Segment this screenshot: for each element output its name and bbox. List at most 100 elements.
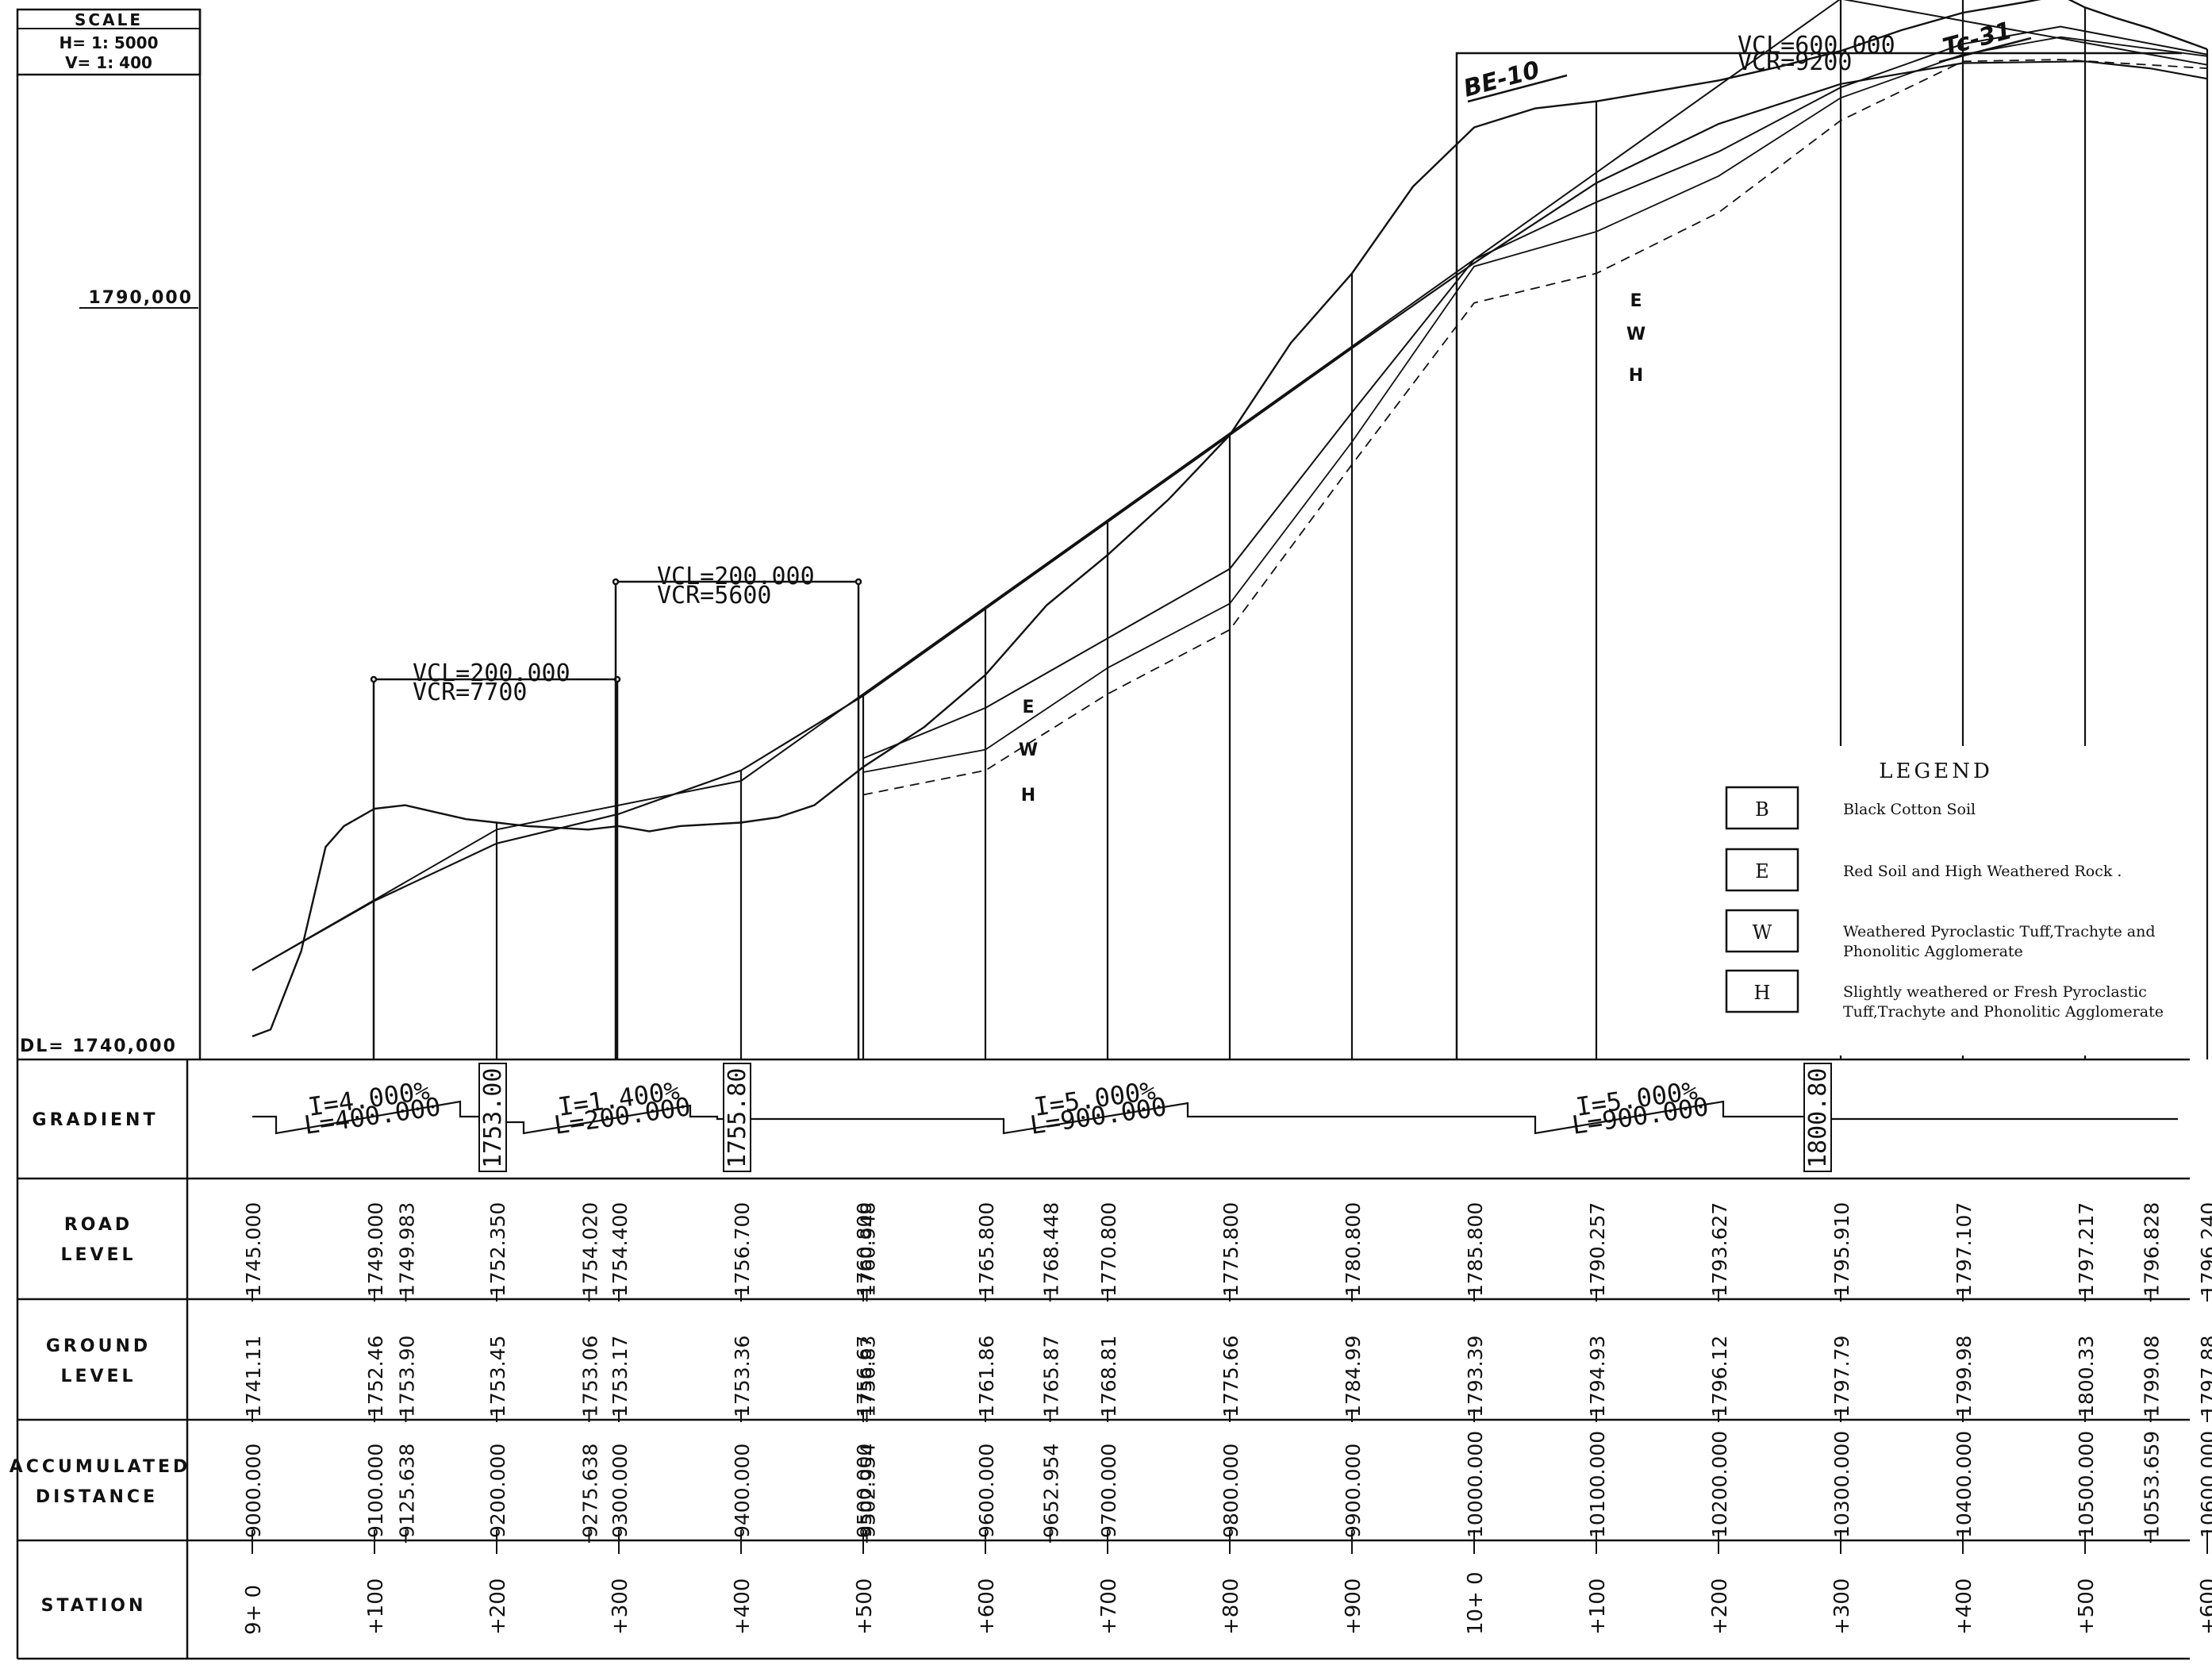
road-level-value: 1765.800 xyxy=(975,1202,998,1297)
layer-h-label-2: H xyxy=(1629,366,1643,386)
legend-text-e: Red Soil and High Weathered Rock . xyxy=(1843,863,2122,880)
road-level-value: 1790.257 xyxy=(1586,1202,1609,1297)
grade-tangent-line xyxy=(252,0,2208,971)
distance-value: 9125.638 xyxy=(396,1444,419,1538)
layer-w-label: W xyxy=(1019,740,1038,760)
distance-value: 10400.000 xyxy=(1953,1431,1976,1538)
distance-value: 9900.000 xyxy=(1342,1444,1365,1538)
ground-level-value: 1752.46 xyxy=(364,1336,387,1417)
station-value: 9+ 0 xyxy=(242,1585,266,1635)
road-level-value: 1780.800 xyxy=(1342,1202,1365,1297)
station-value: +300 xyxy=(609,1578,632,1635)
road-level-value: 1785.800 xyxy=(1464,1202,1487,1297)
station-value: +800 xyxy=(1219,1578,1243,1635)
curve-1-vcl: VCL=200.000 xyxy=(413,659,570,687)
station-value: +400 xyxy=(731,1578,755,1635)
ground-level-value: 1797.79 xyxy=(1830,1336,1853,1417)
pvi-3-elevation: 1800.80 xyxy=(1804,1068,1832,1168)
road-level-value: 1796.828 xyxy=(2141,1202,2164,1297)
distance-value: 9502.954 xyxy=(857,1444,880,1538)
legend-code-b: B xyxy=(1755,798,1769,821)
legend-code-w: W xyxy=(1753,921,1772,944)
station-row-label: STATION xyxy=(41,1596,147,1616)
legend-text-h: Slightly weathered or Fresh Pyroclastic xyxy=(1843,983,2147,1001)
layer-h-label: H xyxy=(1021,786,1035,806)
station-value: +700 xyxy=(1097,1578,1121,1635)
distance-value: 10100.000 xyxy=(1586,1431,1609,1538)
road-level-label-1: ROAD xyxy=(64,1215,132,1235)
distance-value: 9200.000 xyxy=(486,1444,509,1538)
road-level-value: 1749.000 xyxy=(364,1202,387,1297)
ground-level-value: 1761.86 xyxy=(975,1336,998,1417)
ground-level-value: 1753.06 xyxy=(579,1336,602,1417)
curve-1-vcr: VCR=7700 xyxy=(413,679,528,706)
road-level-value: 1756.700 xyxy=(731,1202,754,1297)
road-level-value: 1797.217 xyxy=(2075,1202,2098,1297)
road-level-value: 1770.800 xyxy=(1097,1202,1120,1297)
station-value: +600 xyxy=(2197,1578,2212,1635)
scale-box: SCALE H= 1: 5000 V= 1: 400 xyxy=(16,8,202,76)
vertical-curve-2 xyxy=(612,578,862,1059)
ground-level-value: 1800.33 xyxy=(2075,1336,2098,1417)
legend-text-w2: Phonolitic Agglomerate xyxy=(1843,943,2023,960)
ground-level-value: 1753.90 xyxy=(396,1336,419,1417)
ground-level-value: 1784.99 xyxy=(1342,1336,1365,1417)
distance-value: 10300.000 xyxy=(1830,1431,1853,1538)
station-row: 9+ 0 +100 +200 +300 +400 +500 +600 +700 +800 +900… xyxy=(242,1540,2212,1635)
pvi-2-elevation: 1755.80 xyxy=(724,1068,751,1168)
curve-3-vcr: VCR=9200 xyxy=(1738,48,1853,76)
frame xyxy=(16,10,2190,1660)
station-value: 10+ 0 xyxy=(1464,1571,1488,1635)
distance-value: 10553.659 xyxy=(2141,1431,2164,1538)
road-level-value: 1768.448 xyxy=(1040,1202,1063,1297)
layer-labels-right: E W H xyxy=(1626,291,1646,386)
distance-value: 10600.000 xyxy=(2197,1431,2212,1538)
legend-text-h2: Tuff,Trachyte and Phonolitic Agglomerate xyxy=(1843,1003,2164,1021)
layer-e-label: E xyxy=(1022,698,1034,717)
legend-code-h: H xyxy=(1754,982,1771,1004)
distance-value: 9400.000 xyxy=(731,1444,754,1538)
legend: LEGEND B E W H Black Cotton Soil Red Soi… xyxy=(1704,746,2196,1056)
station-value: +500 xyxy=(2075,1578,2099,1635)
scale-horizontal: H= 1: 5000 xyxy=(60,33,159,52)
road-level-value: 1760.800 xyxy=(853,1202,876,1297)
ground-level-value: 1799.08 xyxy=(2141,1336,2164,1417)
legend-code-e: E xyxy=(1755,860,1769,882)
ground-level-value: 1756.67 xyxy=(853,1336,876,1417)
ground-level-value: 1753.36 xyxy=(731,1336,754,1417)
road-level-value: 1752.350 xyxy=(486,1202,509,1297)
ground-level-value: 1793.39 xyxy=(1464,1336,1487,1417)
road-level-value: 1793.627 xyxy=(1708,1202,1731,1297)
gradient-row-label: GRADIENT xyxy=(33,1110,159,1130)
road-level-value: 1749.983 xyxy=(396,1202,419,1297)
scale-vertical: V= 1: 400 xyxy=(65,53,152,72)
pvi-1-elevation: 1753.00 xyxy=(479,1068,507,1168)
road-level-value: 1754.020 xyxy=(579,1202,602,1297)
station-value: +100 xyxy=(1586,1578,1610,1635)
scale-title: SCALE xyxy=(75,10,143,29)
layer-e-boundary xyxy=(862,25,2208,759)
distance-label-1: ACCUMULATED xyxy=(10,1457,191,1477)
ground-level-value: 1765.87 xyxy=(1040,1336,1063,1417)
distance-value: 9600.000 xyxy=(975,1444,998,1538)
distance-value: 9000.000 xyxy=(242,1444,265,1538)
curve-2-vcr: VCR=5600 xyxy=(657,582,772,609)
road-level-value: 1795.910 xyxy=(1830,1202,1853,1297)
distance-label-2: DISTANCE xyxy=(36,1487,158,1507)
station-value: +100 xyxy=(364,1578,388,1635)
datum-1790-label: 1790,000 xyxy=(88,288,193,308)
ground-level-label-1: GROUND xyxy=(46,1336,151,1356)
distance-value: 10200.000 xyxy=(1708,1431,1731,1538)
ground-level-value: 1775.66 xyxy=(1219,1336,1242,1417)
data-table-columns: 1745.000 1749.000 1749.983 1752.350 1754.020… xyxy=(242,1202,2212,1543)
distance-value: 9700.000 xyxy=(1097,1444,1120,1538)
legend-text-w: Weathered Pyroclastic Tuff,Trachyte and xyxy=(1843,923,2156,940)
ground-level-value: 1756.83 xyxy=(857,1336,880,1417)
ground-level-value: 1753.45 xyxy=(486,1336,509,1417)
road-level-value: 1797.107 xyxy=(1953,1202,1976,1297)
legend-text-b: Black Cotton Soil xyxy=(1843,801,1976,818)
ground-level-value: 1799.98 xyxy=(1953,1336,1976,1417)
station-value: +300 xyxy=(1830,1578,1854,1635)
distance-value: 10500.000 xyxy=(2075,1431,2098,1538)
station-value: +600 xyxy=(975,1578,999,1635)
